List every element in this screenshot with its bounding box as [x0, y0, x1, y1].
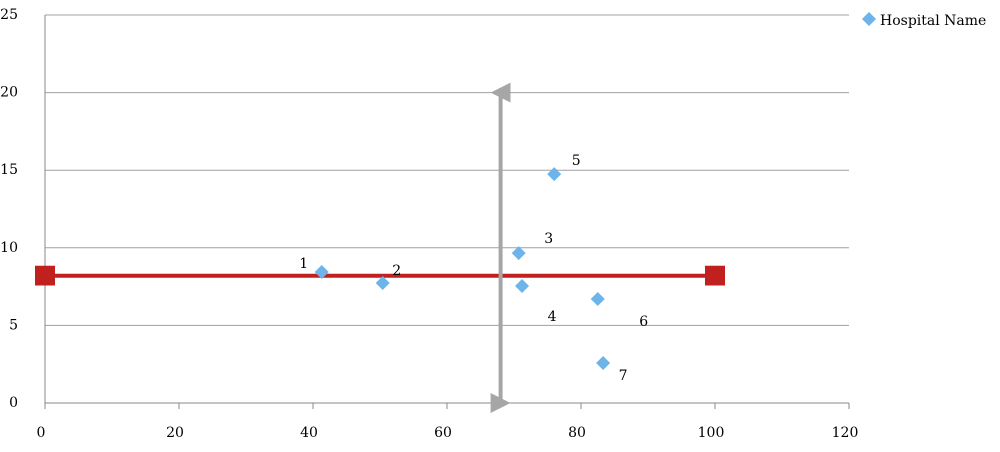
y-tick-label: 25 [0, 7, 18, 23]
y-tick-label: 20 [0, 85, 18, 101]
data-point [596, 355, 611, 370]
data-point [375, 276, 390, 291]
point-label: 3 [544, 231, 553, 247]
y-tick-label: 0 [9, 395, 18, 411]
x-tick-label: 80 [568, 425, 586, 441]
data-point [515, 278, 530, 293]
data-point [590, 292, 605, 307]
point-label: 7 [619, 368, 628, 384]
y-tick-label: 15 [0, 162, 18, 178]
point-label: 6 [639, 314, 648, 330]
x-tick-label: 100 [698, 425, 725, 441]
data-point [547, 167, 562, 182]
legend-label: Hospital Name [880, 13, 986, 29]
y-tick-label: 5 [9, 317, 18, 333]
data-point [314, 265, 329, 280]
x-tick-label: 40 [300, 425, 318, 441]
point-label: 4 [548, 309, 557, 325]
point-label: 2 [392, 263, 401, 279]
x-tick-label: 0 [37, 425, 46, 441]
data-point [511, 246, 526, 261]
x-tick-label: 120 [832, 425, 859, 441]
x-tick-label: 20 [166, 425, 184, 441]
x-tick-label: 60 [434, 425, 452, 441]
point-label: 5 [572, 153, 581, 169]
point-label: 1 [299, 256, 308, 272]
y-tick-label: 10 [0, 240, 18, 256]
legend-marker [862, 12, 876, 26]
